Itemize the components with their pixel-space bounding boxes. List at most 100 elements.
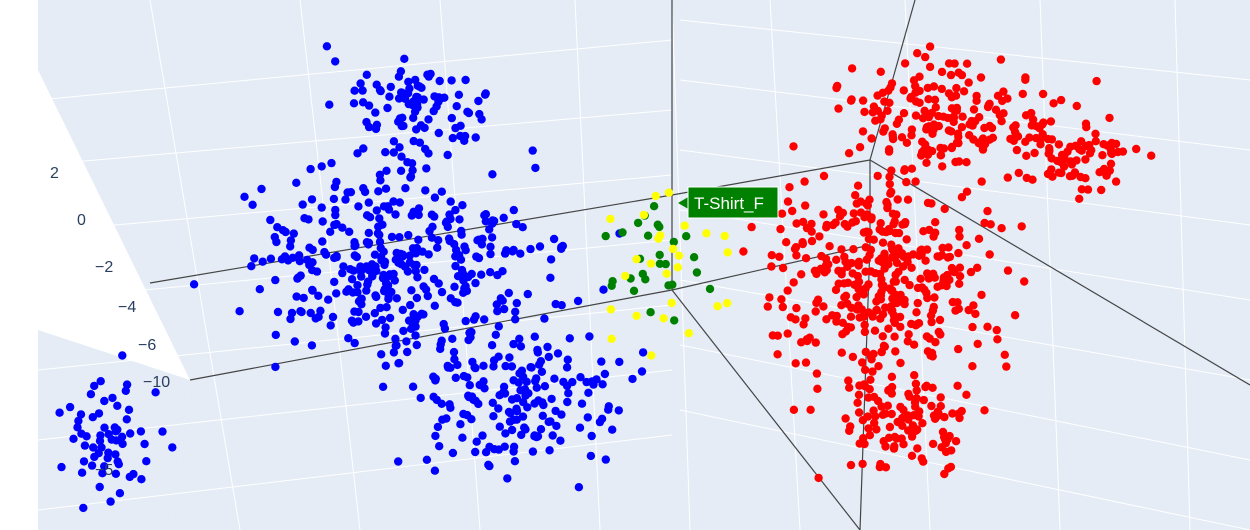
data-point — [576, 373, 585, 382]
data-point — [773, 350, 782, 359]
data-point — [954, 248, 963, 258]
z-axis-tick-labels: 2 0 −2 −4 −6 −10 — [50, 165, 170, 391]
data-point — [362, 286, 371, 295]
data-point — [363, 277, 373, 286]
data-point — [395, 114, 405, 123]
data-point — [865, 250, 874, 260]
data-point — [921, 382, 930, 392]
data-point — [858, 459, 867, 469]
data-point — [481, 210, 491, 219]
data-point — [955, 232, 964, 241]
data-point — [362, 117, 371, 127]
data-point — [962, 158, 971, 167]
data-point — [426, 69, 435, 79]
data-point — [943, 435, 952, 444]
data-point — [899, 109, 909, 118]
data-point — [1107, 148, 1116, 158]
data-point — [414, 235, 423, 244]
data-point — [997, 224, 1006, 233]
data-point — [430, 466, 440, 475]
data-point — [907, 319, 916, 329]
data-point — [819, 302, 828, 311]
data-point — [512, 298, 521, 308]
data-point — [923, 269, 932, 278]
data-point — [870, 418, 879, 428]
data-point — [481, 217, 490, 226]
data-point — [860, 365, 870, 375]
data-point — [864, 424, 873, 433]
data-point — [1003, 173, 1012, 182]
data-point — [381, 184, 391, 193]
data-point — [869, 235, 878, 244]
data-point — [962, 59, 972, 68]
data-point — [905, 280, 914, 290]
data-point — [632, 311, 641, 320]
data-point — [845, 426, 854, 435]
scene-pane-right — [680, 0, 1250, 530]
data-point — [451, 373, 460, 382]
data-point — [953, 381, 962, 390]
data-point — [461, 246, 470, 255]
data-point — [296, 271, 305, 280]
data-point — [548, 431, 557, 440]
data-point — [538, 411, 547, 420]
data-point — [96, 377, 105, 386]
data-point — [406, 300, 415, 310]
data-point — [867, 134, 876, 143]
data-point — [480, 315, 489, 324]
data-point — [514, 378, 523, 387]
data-point — [887, 253, 897, 262]
data-point — [897, 133, 907, 142]
data-point — [88, 413, 98, 422]
data-point — [389, 269, 398, 279]
data-point — [122, 380, 132, 389]
data-point — [403, 347, 412, 357]
data-point — [547, 394, 556, 404]
data-point — [812, 369, 822, 378]
data-point — [505, 417, 515, 426]
data-point — [890, 332, 899, 341]
data-point — [798, 217, 808, 227]
data-point — [723, 298, 732, 308]
data-point — [325, 100, 334, 109]
data-point — [849, 245, 858, 254]
data-point — [802, 223, 812, 233]
data-point — [933, 282, 942, 291]
data-point — [307, 195, 317, 204]
data-point — [504, 407, 514, 417]
data-point — [362, 238, 372, 247]
data-point — [866, 267, 876, 276]
data-point — [875, 225, 884, 234]
data-point — [992, 325, 1001, 335]
data-point — [411, 322, 420, 331]
data-point — [515, 334, 524, 343]
data-point — [487, 233, 497, 242]
data-point — [662, 269, 671, 278]
data-point — [108, 393, 117, 403]
data-point — [888, 134, 898, 144]
data-point — [360, 187, 370, 197]
data-point — [898, 413, 907, 423]
data-point — [782, 238, 791, 247]
data-point — [391, 334, 400, 343]
data-point — [902, 235, 911, 244]
data-point — [372, 80, 381, 89]
data-point — [844, 376, 853, 385]
data-point — [896, 358, 905, 368]
data-point — [76, 410, 86, 419]
data-point — [788, 206, 797, 216]
data-point — [948, 297, 957, 307]
data-point — [977, 290, 986, 300]
data-point — [837, 270, 846, 279]
data-point — [940, 469, 949, 479]
data-point — [912, 386, 921, 395]
data-point — [876, 67, 885, 77]
grid-line — [679, 19, 1250, 81]
data-point — [890, 318, 900, 328]
data-point — [347, 275, 357, 284]
grid-line — [679, 149, 1250, 226]
data-point — [531, 376, 540, 386]
data-point — [966, 267, 976, 277]
data-point — [424, 149, 433, 158]
